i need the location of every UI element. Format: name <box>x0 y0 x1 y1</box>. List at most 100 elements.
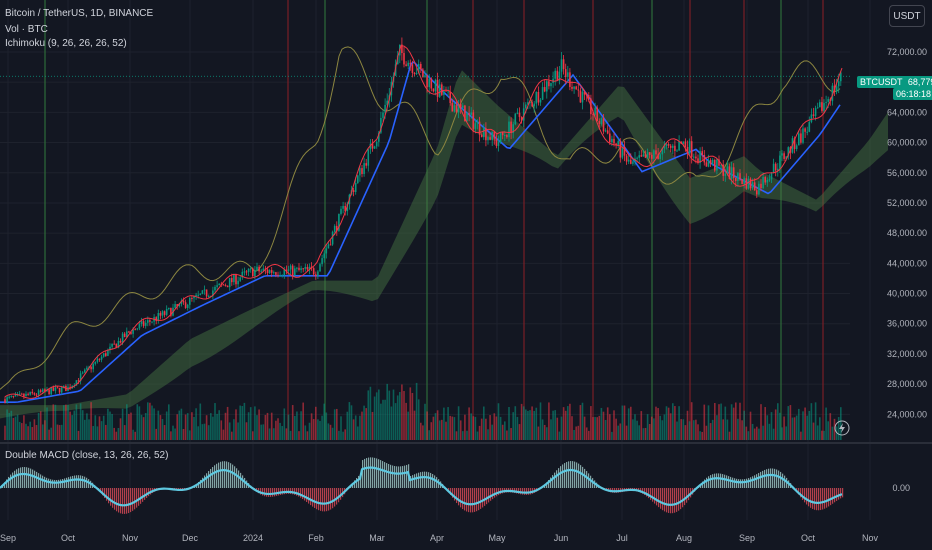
volume-bar <box>602 411 605 440</box>
candle-body <box>636 157 638 159</box>
macd-histogram-bar <box>136 488 138 508</box>
macd-histogram-bar <box>784 475 786 488</box>
volume-bar <box>678 406 680 440</box>
macd-histogram-bar <box>526 488 528 495</box>
candle-body <box>176 304 178 307</box>
candle-body <box>424 75 426 78</box>
macd-histogram-bar <box>324 488 326 512</box>
macd-histogram-bar <box>426 471 428 488</box>
candle-body <box>94 361 97 364</box>
candle-body <box>151 321 153 323</box>
volume-bar <box>554 410 556 440</box>
macd-histogram-bar <box>772 468 774 488</box>
currency-button[interactable]: USDT <box>889 5 925 27</box>
macd-histogram-bar <box>18 468 20 488</box>
volume-bar <box>728 431 731 440</box>
volume-bar <box>375 392 378 440</box>
volume-bar <box>436 410 439 440</box>
candle-body <box>760 183 762 189</box>
volume-bar <box>170 431 172 440</box>
macd-histogram-bar <box>492 488 494 500</box>
macd-histogram-bar <box>42 475 44 488</box>
macd-histogram-bar <box>128 488 130 514</box>
volume-bar <box>65 404 67 440</box>
candle-body <box>672 145 674 148</box>
macd-histogram-bar <box>702 481 704 488</box>
volume-bar <box>506 430 508 440</box>
macd-histogram-bar <box>374 457 376 488</box>
candle-body <box>235 274 237 285</box>
volume-bar <box>424 403 426 440</box>
macd-histogram-bar <box>710 475 712 488</box>
volume-bar <box>186 413 189 440</box>
macd-histogram-bar <box>522 488 524 495</box>
candle-body <box>50 387 52 395</box>
volume-bar <box>636 420 638 440</box>
volume-bar <box>325 412 328 440</box>
volume-bar <box>543 424 546 440</box>
volume-bar <box>239 405 241 440</box>
candle-body <box>812 114 815 116</box>
macd-histogram-bar <box>682 488 684 508</box>
volume-bar <box>510 428 512 440</box>
candle-body <box>90 366 92 370</box>
candle-body <box>142 321 145 326</box>
y-tick-label: 44,000.00 <box>887 258 927 268</box>
macd-histogram-bar <box>292 488 294 495</box>
macd-histogram-bar <box>768 468 770 488</box>
candle-body <box>6 397 8 403</box>
macd-histogram-bar <box>416 473 418 488</box>
candle-body <box>453 105 456 112</box>
candle-body <box>596 107 598 122</box>
volume-bar <box>522 406 525 440</box>
volume-bar <box>184 414 187 440</box>
candle-body <box>735 177 737 181</box>
volume-bar <box>483 406 485 440</box>
macd-histogram-bar <box>380 460 382 488</box>
macd-histogram-bar <box>32 469 34 488</box>
volume-bar <box>520 403 523 440</box>
volume-bar <box>262 424 265 440</box>
macd-histogram-bar <box>436 477 438 488</box>
volume-bar <box>441 419 443 440</box>
macd-histogram-bar <box>116 488 118 512</box>
candle-body <box>772 163 775 174</box>
volume-bar <box>405 402 407 440</box>
candle-body <box>707 160 710 167</box>
candle-body <box>359 168 361 176</box>
volume-bar <box>701 431 703 440</box>
macd-histogram-bar <box>756 474 758 488</box>
volume-bar <box>779 412 781 440</box>
candle-body <box>632 161 634 164</box>
candle-body <box>302 268 304 270</box>
candle-body <box>102 353 105 357</box>
candle-body <box>504 135 506 137</box>
candle-body <box>42 389 44 392</box>
candle-body <box>92 363 94 370</box>
macd-histogram-bar <box>64 478 66 488</box>
volume-bar <box>321 415 323 440</box>
macd-histogram-bar <box>742 479 744 488</box>
volume-bar <box>462 431 464 440</box>
candle-body <box>413 72 416 74</box>
macd-histogram-bar <box>8 476 10 488</box>
volume-bar <box>760 404 762 440</box>
macd-histogram-bar <box>360 474 362 488</box>
macd-histogram-bar <box>800 488 802 498</box>
macd-histogram-bar <box>836 488 838 501</box>
volume-bar <box>640 411 643 440</box>
lagging-span-line <box>0 46 841 390</box>
macd-histogram-bar <box>410 475 412 488</box>
volume-bar <box>54 404 57 440</box>
macd-histogram-bar <box>590 475 592 488</box>
macd-histogram-bar <box>276 488 278 496</box>
candle-body <box>697 158 699 164</box>
volume-bar <box>344 429 346 440</box>
candle-body <box>575 86 577 90</box>
macd-histogram-bar <box>60 479 62 488</box>
macd-histogram-bar <box>138 488 140 506</box>
candle-body <box>686 146 689 154</box>
volume-bar <box>674 406 676 440</box>
volume-bar <box>426 411 428 440</box>
